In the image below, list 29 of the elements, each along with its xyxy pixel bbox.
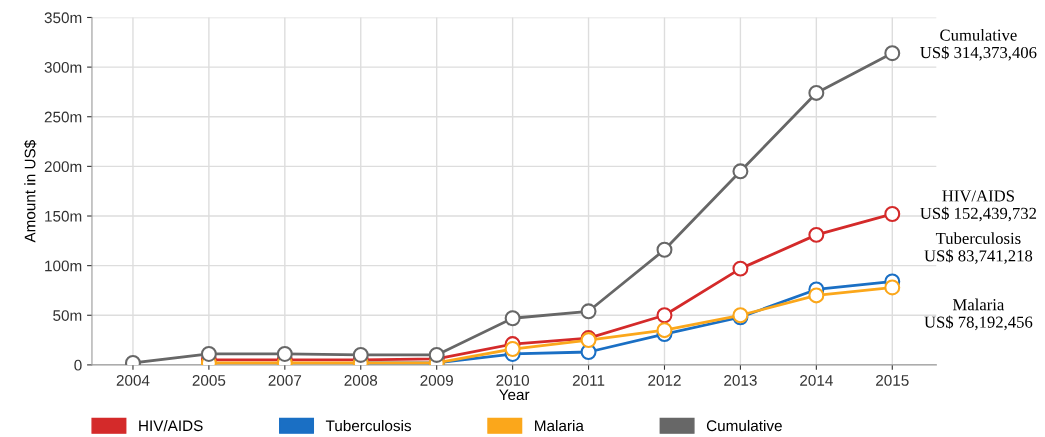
x-tick-label: 2009 [420,375,453,386]
legend-label: Tuberculosis [325,419,412,432]
x-tick-label: 2014 [800,375,833,386]
x-tick-label: 2010 [496,375,530,386]
annotation: Malaria US$ 78,192,456 [924,298,1033,331]
x-axis-title: Year [499,389,530,401]
x-tick-label: 2012 [648,375,681,386]
x-tick-label: 2007 [268,375,302,386]
y-axis-title: Amount in US$ [23,140,37,243]
annotation: Tuberculosis US$ 83,741,218 [924,232,1033,264]
annotation: Cumulative US$ 314,373,406 [920,29,1037,61]
y-tick-label: 150m [45,210,82,222]
y-tick-label: 0 [74,359,82,371]
y-tick-label: 250m [44,111,82,123]
x-tick-label: 2008 [344,375,378,386]
y-tick-label: 100m [45,260,82,272]
x-tick-label: 2005 [192,375,226,386]
legend-label: HIV/AIDS [139,419,203,432]
legend-label: Malaria [535,419,584,432]
legend-label: Cumulative [706,419,782,432]
x-tick-label: 2004 [116,375,150,386]
x-tick-label: 2011 [572,375,605,386]
x-tick-label: 2015 [876,375,909,386]
y-tick-label: 350m [44,12,82,24]
x-tick-label: 2013 [724,375,757,386]
y-tick-label: 200m [44,161,82,173]
annotation: HIV/AIDS US$ 152,439,732 [920,190,1037,222]
y-tick-label: 50m [53,310,82,321]
y-tick-label: 300m [44,61,82,73]
